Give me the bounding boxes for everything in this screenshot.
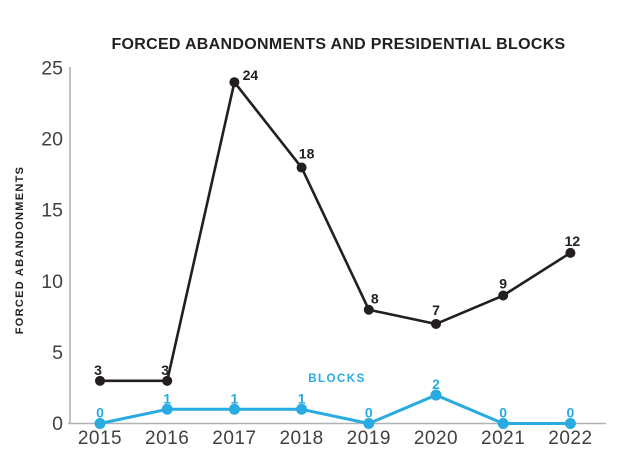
y-tick-label: 0 (52, 413, 63, 435)
x-tick-label: 2016 (145, 428, 189, 449)
blocks-value-label: 0 (499, 405, 507, 421)
abandonments-data-point-marker (431, 318, 441, 329)
blocks-data-point-marker (228, 403, 240, 415)
x-tick-label: 2018 (279, 428, 323, 449)
blocks-series-line (98, 393, 572, 425)
abandonments-value-label: 8 (371, 291, 379, 307)
abandonments-value-label: 3 (161, 362, 169, 378)
y-tick-label: 20 (41, 129, 63, 151)
abandonments-data-point-marker (162, 375, 173, 386)
abandonments-data-point-marker (296, 162, 307, 173)
abandonments-value-label: 24 (243, 67, 259, 83)
abandonments-data-point-marker (229, 77, 240, 88)
abandonments-data-point-marker (363, 304, 374, 315)
chart-title: FORCED ABANDONMENTS AND PRESIDENTIAL BLO… (111, 36, 566, 53)
x-tick-label: 2020 (414, 428, 458, 449)
abandonments-data-point-marker (95, 375, 105, 386)
blocks-value-label: 1 (231, 390, 239, 406)
y-tick-label: 15 (41, 200, 63, 222)
y-tick-label: 10 (41, 271, 63, 293)
blocks-data-point-marker (430, 389, 442, 401)
blocks-value-label: 0 (567, 405, 575, 421)
blocks-value-label: 1 (163, 390, 171, 406)
x-tick-label: 2019 (347, 428, 391, 449)
abandonments-value-label: 3 (94, 362, 102, 378)
abandonments-value-label: 18 (299, 146, 315, 162)
blocks-value-label: 1 (298, 390, 306, 406)
blocks-data-point-marker (564, 418, 576, 429)
blocks-legend-label: BLOCKS (308, 373, 366, 385)
blocks-data-point-marker (296, 403, 308, 415)
x-tick-label: 2015 (78, 428, 122, 449)
abandonments-value-label: 9 (499, 276, 507, 292)
x-tick-label: 2021 (481, 428, 525, 449)
abandonments-data-point-marker (565, 247, 576, 258)
blocks-data-point-marker (497, 418, 509, 429)
blocks-data-point-marker (161, 403, 173, 415)
blocks-value-label: 0 (96, 405, 104, 421)
blocks-value-label: 2 (432, 376, 440, 392)
blocks-value-label: 0 (365, 405, 373, 421)
abandonments-data-point-marker (498, 290, 509, 301)
abandonments-value-label: 12 (565, 233, 581, 249)
blocks-data-point-marker (94, 418, 106, 429)
y-tick-label: 5 (52, 342, 63, 364)
abandonments-value-label: 7 (432, 302, 440, 318)
x-tick-label: 2022 (548, 428, 592, 449)
blocks-data-point-marker (363, 418, 375, 429)
abandonments-series-line (98, 80, 572, 383)
x-tick-label: 2017 (212, 428, 256, 449)
y-tick-label: 25 (41, 58, 63, 80)
